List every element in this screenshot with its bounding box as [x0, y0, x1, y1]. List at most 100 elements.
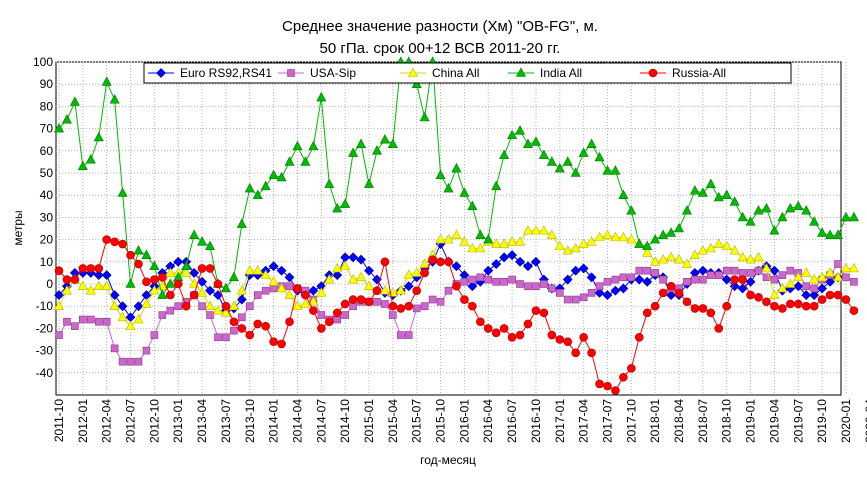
data-point	[793, 271, 804, 282]
x-tick-label: 2015-07	[410, 399, 424, 443]
data-point	[634, 238, 645, 248]
x-tick-label: 2019-04	[767, 399, 781, 443]
data-point	[468, 275, 477, 284]
y-tick-label: 20	[40, 233, 54, 247]
x-axis-label: год-месяц	[420, 453, 476, 467]
x-tick-label: 2012-04	[100, 399, 114, 443]
data-point	[141, 249, 152, 259]
data-point	[165, 290, 175, 300]
data-point	[236, 294, 247, 305]
data-point	[666, 290, 676, 301]
data-point	[206, 311, 214, 319]
legend-marker	[516, 67, 526, 77]
data-point	[618, 283, 629, 294]
data-point	[309, 306, 318, 315]
data-point	[491, 259, 502, 269]
data-point	[285, 282, 294, 291]
data-point	[341, 311, 349, 319]
data-point	[554, 162, 565, 173]
chart-title: Среднее значение разности (Хм) "OB-FG", …	[282, 18, 598, 35]
data-point	[293, 284, 302, 293]
data-point	[698, 304, 708, 313]
x-tick-label: 2016-01	[457, 399, 471, 443]
data-point	[746, 269, 755, 277]
data-point	[205, 240, 216, 251]
data-point	[54, 300, 64, 311]
y-tick-label: -30	[36, 344, 54, 358]
data-point	[101, 280, 112, 291]
data-point	[650, 301, 660, 311]
data-point	[515, 125, 526, 135]
data-point	[714, 324, 724, 333]
data-point	[595, 379, 604, 389]
data-point	[86, 264, 96, 273]
data-point	[778, 304, 787, 313]
data-point	[546, 156, 557, 166]
data-point	[642, 247, 653, 257]
data-point	[110, 344, 119, 353]
data-point	[181, 267, 192, 277]
data-point	[681, 205, 692, 215]
data-point	[619, 273, 628, 282]
data-point	[721, 274, 732, 285]
data-point	[562, 156, 573, 166]
data-point	[396, 304, 406, 313]
data-point	[681, 258, 692, 268]
data-point	[761, 202, 772, 213]
data-point	[252, 189, 263, 199]
data-point	[436, 257, 445, 267]
data-point	[428, 255, 437, 264]
y-axis-label: метры	[11, 210, 25, 245]
data-point	[460, 295, 469, 304]
x-tick-label: 2018-10	[720, 399, 734, 443]
data-point	[419, 111, 430, 122]
data-point	[626, 233, 637, 244]
data-point	[451, 162, 462, 173]
data-point	[109, 300, 120, 311]
data-point	[237, 324, 247, 333]
data-point	[586, 236, 597, 246]
data-point	[372, 286, 382, 295]
x-tick-label: 2013-07	[219, 399, 233, 443]
x-tick-label: 2012-07	[124, 399, 138, 443]
data-point	[499, 149, 510, 160]
data-point	[762, 297, 771, 307]
data-point	[435, 233, 446, 244]
data-point	[642, 308, 652, 318]
data-point	[412, 286, 422, 295]
data-point	[126, 250, 135, 260]
x-tick-label: 2015-01	[362, 399, 376, 443]
data-point	[689, 249, 700, 259]
data-point	[833, 271, 843, 282]
data-point	[492, 277, 500, 286]
data-point	[300, 156, 311, 166]
data-point	[500, 277, 508, 286]
data-point	[229, 317, 239, 327]
data-point	[63, 317, 71, 326]
data-point	[762, 273, 771, 282]
data-point	[650, 233, 661, 244]
data-point	[261, 286, 270, 295]
data-point	[212, 304, 223, 315]
data-point	[117, 311, 128, 322]
x-tick-label: 2017-01	[553, 399, 567, 443]
data-point	[221, 301, 231, 311]
data-point	[611, 386, 620, 395]
data-point	[610, 285, 621, 296]
data-point	[324, 178, 335, 188]
data-point	[412, 304, 421, 313]
data-point	[635, 266, 644, 275]
data-point	[308, 285, 319, 296]
data-point	[491, 180, 502, 191]
x-tick-label: 2017-04	[577, 399, 591, 443]
data-point	[770, 275, 779, 284]
y-tick-label: 10	[40, 255, 54, 269]
data-point	[817, 283, 828, 294]
data-point	[205, 300, 216, 311]
data-point	[340, 198, 351, 208]
data-point	[102, 235, 111, 244]
data-point	[268, 169, 279, 180]
data-point	[547, 330, 557, 340]
